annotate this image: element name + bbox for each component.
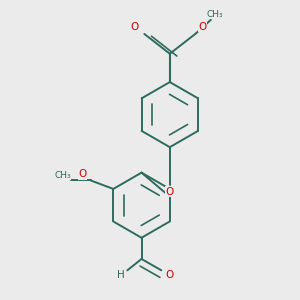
Text: H: H bbox=[117, 270, 125, 280]
Text: CH₃: CH₃ bbox=[207, 10, 224, 19]
Text: O: O bbox=[166, 187, 174, 196]
Text: O: O bbox=[130, 22, 139, 32]
Text: O: O bbox=[78, 169, 86, 179]
Text: O: O bbox=[198, 22, 206, 32]
Text: O: O bbox=[166, 270, 174, 280]
Text: CH₃: CH₃ bbox=[54, 171, 71, 180]
